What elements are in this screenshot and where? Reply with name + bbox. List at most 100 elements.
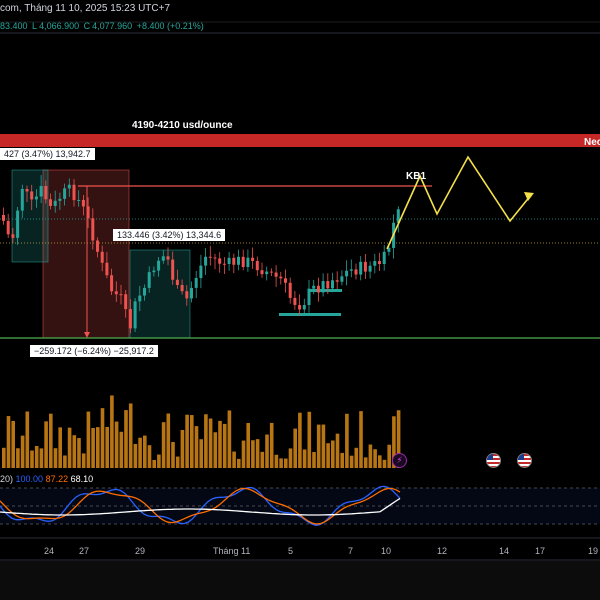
candle-body bbox=[269, 271, 273, 273]
ohlc-change: +8.400 (+0.21%) bbox=[136, 21, 204, 31]
candle-body bbox=[53, 200, 57, 206]
volume-bar bbox=[354, 447, 359, 468]
volume-bar bbox=[34, 445, 39, 468]
candle-body bbox=[152, 270, 156, 273]
candle-body bbox=[34, 196, 38, 200]
candle-body bbox=[81, 199, 85, 207]
candle-body bbox=[194, 278, 198, 288]
candle-body bbox=[6, 220, 10, 235]
x-tick: 12 bbox=[437, 546, 448, 556]
x-tick: 5 bbox=[288, 546, 294, 556]
us-flag-icon[interactable] bbox=[486, 453, 501, 468]
volume-bar bbox=[359, 411, 363, 468]
volume-bar bbox=[246, 423, 250, 468]
candle-body bbox=[331, 280, 334, 289]
volume-bar bbox=[326, 443, 330, 468]
candle-body bbox=[349, 269, 353, 271]
candle-body bbox=[307, 288, 311, 306]
volume-bar bbox=[63, 455, 67, 468]
volume-bar bbox=[269, 422, 274, 468]
volume-bar bbox=[91, 427, 95, 468]
projection-arrowhead bbox=[524, 192, 534, 201]
x-tick: 29 bbox=[135, 546, 146, 556]
candle-body bbox=[147, 272, 151, 288]
volume-bar bbox=[387, 444, 391, 468]
measure-label-1[interactable]: 427 (3.47%) 13,942.7 bbox=[0, 148, 95, 160]
us-flag-icon[interactable] bbox=[517, 453, 532, 468]
volume-bar bbox=[213, 432, 218, 468]
projection-path bbox=[386, 155, 532, 250]
x-tick: 10 bbox=[381, 546, 392, 556]
candle-body bbox=[232, 257, 236, 265]
ohlc-low: 4,066.900 bbox=[39, 21, 80, 31]
candle-body bbox=[340, 276, 344, 282]
candle-body bbox=[241, 256, 245, 267]
x-tick: Tháng 11 bbox=[213, 546, 251, 556]
volume-bar bbox=[143, 435, 147, 468]
candle-body bbox=[213, 257, 217, 259]
measure-label-3[interactable]: −259.172 (−6.24%) −25,917.2 bbox=[30, 345, 158, 357]
volume-bar bbox=[316, 424, 321, 468]
stochastic-k-line bbox=[0, 485, 401, 526]
candle-body bbox=[67, 184, 71, 189]
candle-body bbox=[227, 257, 231, 264]
volume-bar bbox=[124, 410, 128, 468]
volume-bar bbox=[86, 411, 91, 468]
candle-body bbox=[293, 297, 297, 305]
candle-body bbox=[166, 256, 170, 260]
volume-bar bbox=[363, 457, 368, 468]
candle-body bbox=[204, 256, 208, 266]
candle-body bbox=[25, 189, 29, 192]
volume-bar bbox=[227, 410, 232, 468]
candle-body bbox=[143, 287, 146, 296]
volume-bar bbox=[2, 447, 6, 468]
candle-body bbox=[16, 210, 20, 238]
volume-bar bbox=[39, 448, 44, 468]
resistance-band bbox=[0, 134, 600, 147]
x-tick: 19 bbox=[588, 546, 599, 556]
candle-body bbox=[133, 301, 137, 329]
volume-bar bbox=[237, 458, 241, 468]
candle-body bbox=[387, 247, 391, 252]
volume-bar bbox=[175, 456, 180, 468]
volume-bar bbox=[373, 449, 377, 468]
candle-body bbox=[63, 188, 67, 199]
volume-bar bbox=[340, 452, 344, 468]
volume-bar bbox=[274, 454, 279, 468]
candle-body bbox=[157, 260, 161, 271]
volume-bar bbox=[180, 429, 185, 468]
candle-body bbox=[49, 199, 52, 206]
volume-bar bbox=[321, 424, 326, 468]
lightning-icon[interactable]: ⚡ bbox=[392, 453, 407, 468]
volume-bar bbox=[208, 418, 213, 468]
candle-body bbox=[72, 184, 76, 201]
volume-bar bbox=[335, 433, 340, 468]
candle-body bbox=[373, 261, 377, 266]
volume-bar bbox=[138, 437, 142, 468]
volume-bar bbox=[152, 459, 156, 468]
candle-body bbox=[86, 206, 90, 219]
volume-bar bbox=[190, 415, 194, 468]
candle-body bbox=[110, 275, 114, 292]
candle-body bbox=[368, 265, 372, 272]
candle-body bbox=[354, 269, 358, 275]
measure-label-2[interactable]: 133.446 (3.42%) 13,344.6 bbox=[113, 229, 226, 241]
volume-bar bbox=[44, 421, 48, 468]
volume-bar bbox=[241, 440, 246, 468]
volume-bar bbox=[302, 449, 307, 468]
volume-bar bbox=[345, 413, 349, 468]
volume-bar bbox=[11, 420, 15, 468]
candle-body bbox=[171, 259, 175, 280]
stochastic-smooth-line bbox=[0, 497, 401, 516]
candle-body bbox=[274, 272, 278, 277]
volume-bar bbox=[382, 459, 387, 468]
ohlc-close: 4,077.960 bbox=[92, 21, 133, 31]
ohlc-close-label: C bbox=[83, 21, 91, 31]
volume-bar bbox=[58, 427, 62, 468]
stochastic-readout: 20) 100.00 87.22 68.10 bbox=[0, 474, 93, 484]
volume-bar bbox=[279, 458, 283, 468]
candle-body bbox=[128, 309, 132, 329]
stochastic-d-value: 87.22 bbox=[45, 474, 69, 484]
volume-bar bbox=[185, 414, 189, 468]
